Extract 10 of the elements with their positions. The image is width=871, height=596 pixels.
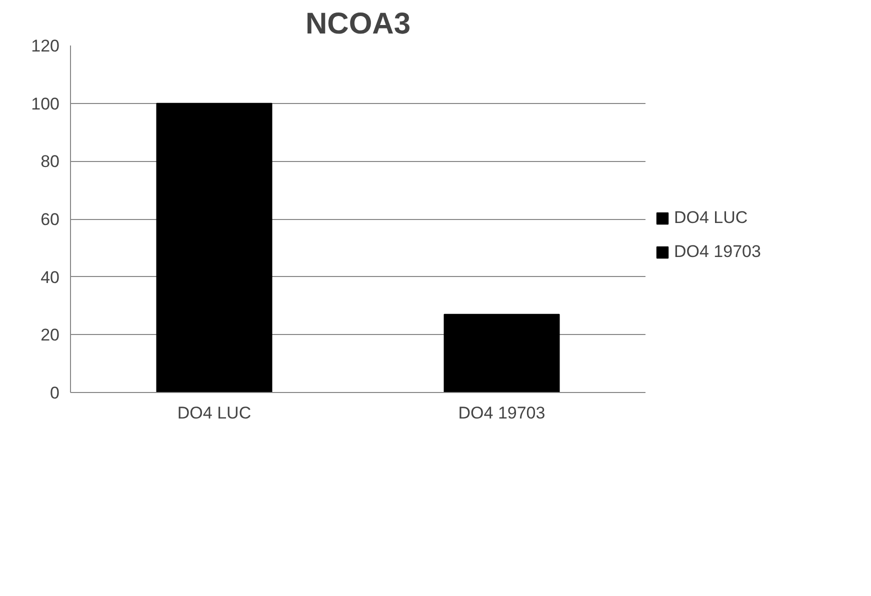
legend-label: DO4 19703	[674, 242, 761, 262]
y-tick-label: 40	[40, 268, 60, 287]
y-tick-label: 0	[50, 384, 60, 402]
chart-title: NCOA3	[305, 8, 411, 40]
y-tick-label: 80	[40, 152, 60, 172]
legend-label: DO4 LUC	[674, 208, 748, 228]
y-tick-label: 120	[31, 36, 60, 56]
y-tick-label: 60	[40, 210, 60, 229]
y-tick-label: 20	[40, 326, 60, 345]
y-tick-label: 100	[31, 94, 60, 114]
